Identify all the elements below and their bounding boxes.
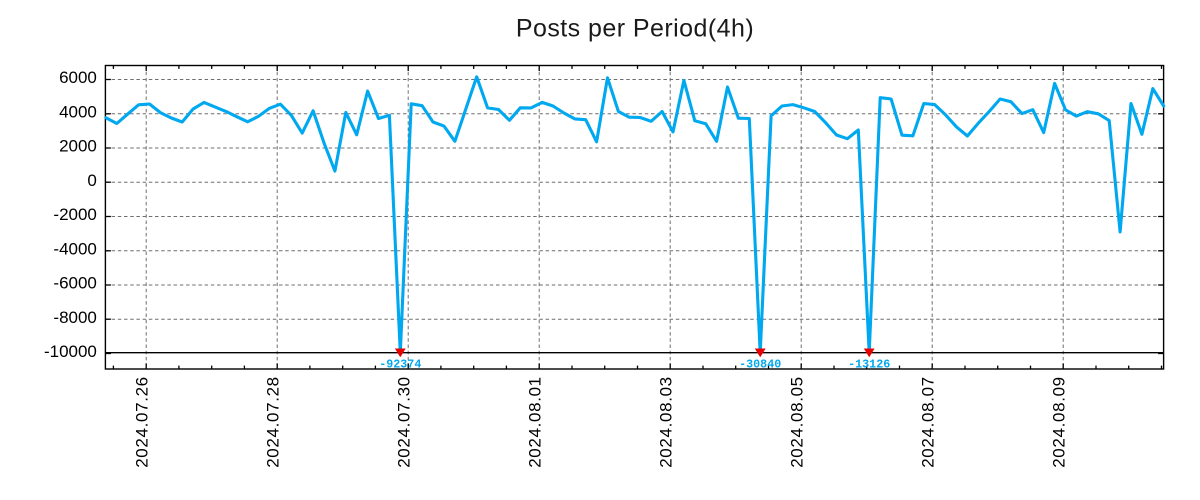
svg-text:-13126: -13126 <box>848 357 890 371</box>
svg-text:-4000: -4000 <box>53 239 96 258</box>
svg-text:2024.07.26: 2024.07.26 <box>133 376 152 468</box>
svg-text:2000: 2000 <box>59 137 97 156</box>
svg-text:4000: 4000 <box>59 103 97 122</box>
svg-text:-30840: -30840 <box>739 357 781 371</box>
svg-text:6000: 6000 <box>59 68 97 87</box>
svg-text:-92374: -92374 <box>379 357 421 371</box>
svg-text:2024.08.03: 2024.08.03 <box>657 376 676 468</box>
svg-text:2024.07.30: 2024.07.30 <box>395 376 414 468</box>
svg-text:2024.07.28: 2024.07.28 <box>264 376 283 468</box>
svg-text:-8000: -8000 <box>53 308 96 327</box>
svg-text:2024.08.05: 2024.08.05 <box>788 376 807 468</box>
svg-text:2024.08.09: 2024.08.09 <box>1050 376 1069 468</box>
svg-text:-2000: -2000 <box>53 205 96 224</box>
svg-text:Posts per Period(4h): Posts per Period(4h) <box>516 15 754 43</box>
svg-text:2024.08.07: 2024.08.07 <box>919 376 938 468</box>
svg-text:0: 0 <box>87 171 96 190</box>
svg-text:2024.08.01: 2024.08.01 <box>526 376 545 468</box>
svg-text:-6000: -6000 <box>53 274 96 293</box>
svg-text:-10000: -10000 <box>44 342 97 361</box>
